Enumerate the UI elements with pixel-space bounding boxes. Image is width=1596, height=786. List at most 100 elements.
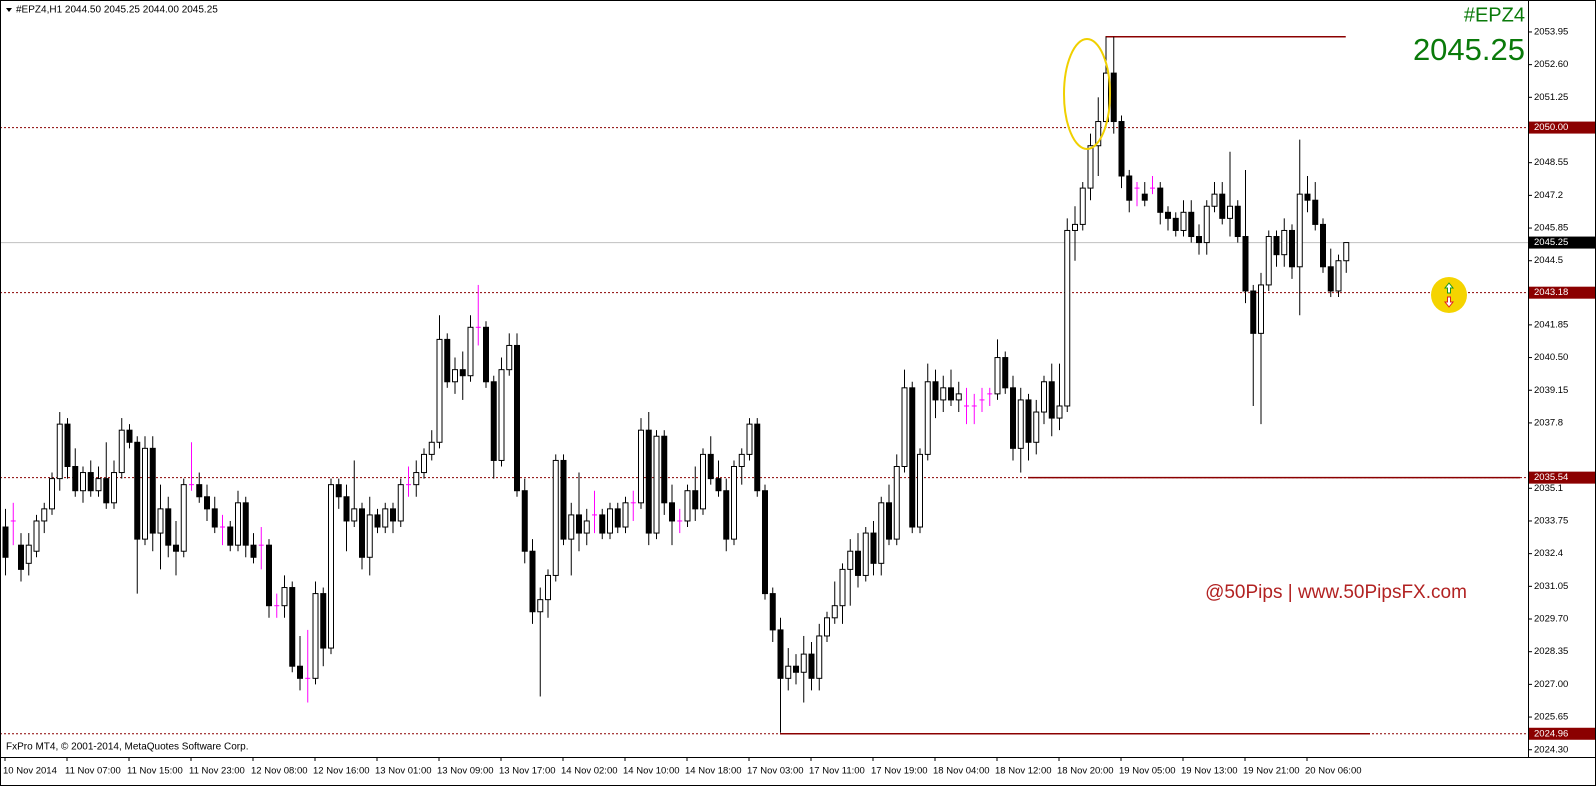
- y-tick-label: 2037.8: [1534, 417, 1563, 428]
- candle-body: [250, 544, 257, 558]
- x-tick-label: 17 Nov 03:00: [747, 766, 804, 777]
- candle-body: [1320, 223, 1326, 268]
- candle-body: [917, 453, 923, 528]
- candle-body: [312, 593, 319, 679]
- candle-body: [204, 496, 210, 510]
- candle-body: [436, 338, 443, 443]
- candle-body: [839, 568, 846, 607]
- price-box-label: 2050.00: [1534, 122, 1568, 133]
- price-box-label: 2045.25: [1534, 237, 1568, 248]
- candle-body: [932, 381, 939, 401]
- candle-body: [893, 465, 900, 540]
- candle-body: [1203, 205, 1210, 244]
- candle-body: [847, 550, 854, 570]
- candle-body: [638, 429, 644, 504]
- candle-body: [382, 508, 389, 528]
- candle-body: [1072, 223, 1078, 231]
- levels-layer: [0, 36, 1528, 735]
- candle-body: [514, 344, 520, 492]
- price-box: [1529, 236, 1595, 249]
- candle-body: [366, 514, 373, 558]
- candle-body: [738, 453, 745, 467]
- candle-body: [1056, 405, 1063, 419]
- candle-body: [2, 526, 9, 558]
- candle-body: [41, 508, 48, 522]
- x-tick-label: 12 Nov 16:00: [313, 766, 370, 777]
- candle-body: [1172, 217, 1179, 231]
- chart-title: #EPZ4,H1 2044.50 2045.25 2044.00 2045.25: [16, 5, 218, 16]
- copyright: FxPro MT4, © 2001-2014, MetaQuotes Softw…: [6, 742, 248, 753]
- x-tick-label: 13 Nov 17:00: [499, 766, 556, 777]
- candle-body: [1165, 211, 1171, 219]
- candle-body: [924, 381, 931, 455]
- candle-body: [1095, 121, 1102, 147]
- candle-body: [498, 369, 505, 461]
- candle-body: [948, 387, 954, 401]
- candle-body: [351, 508, 358, 522]
- candle-body: [529, 550, 536, 613]
- candle-body: [103, 478, 110, 504]
- candle-body: [196, 484, 203, 498]
- candle-body: [343, 496, 350, 522]
- last-price: 2045.25: [1413, 32, 1525, 67]
- candle-body: [793, 665, 799, 673]
- candle-body: [49, 478, 55, 510]
- candle-body: [467, 326, 474, 377]
- candle-body: [118, 429, 125, 474]
- candle-body: [746, 423, 753, 455]
- candle-body: [18, 544, 24, 570]
- candle-body: [599, 514, 606, 534]
- highlight-ellipse: [1063, 38, 1111, 150]
- y-tick-label: 2048.55: [1534, 157, 1568, 168]
- candle-body: [1227, 205, 1233, 219]
- candle-body: [1141, 193, 1148, 201]
- candle-body: [855, 550, 861, 576]
- x-tick-label: 19 Nov 13:00: [1181, 766, 1238, 777]
- candle-body: [374, 514, 381, 528]
- candle-body: [1087, 145, 1094, 189]
- candle-body: [568, 514, 575, 540]
- candle-body: [297, 665, 303, 679]
- candle-body: [444, 338, 451, 383]
- candle-body: [1033, 411, 1040, 443]
- candle-body: [1079, 187, 1086, 225]
- x-tick-label: 13 Nov 01:00: [375, 766, 432, 777]
- candle-body: [1110, 72, 1117, 123]
- y-tick-label: 2033.75: [1534, 515, 1568, 526]
- x-tick-label: 14 Nov 10:00: [623, 766, 680, 777]
- candle-body: [521, 490, 528, 552]
- candle-body: [800, 653, 807, 673]
- price-box: [1529, 286, 1595, 299]
- candle-body: [1258, 284, 1264, 334]
- candle-body: [25, 544, 32, 564]
- candle-body: [1289, 229, 1295, 268]
- price-box-label: 2043.18: [1534, 287, 1568, 298]
- candle-body: [173, 544, 179, 552]
- candle-body: [397, 484, 404, 522]
- price-box-label: 2035.54: [1534, 472, 1568, 483]
- candle-body: [1250, 290, 1257, 334]
- candle-body: [134, 441, 141, 540]
- candle-body: [266, 544, 272, 607]
- candle-body: [1118, 121, 1125, 177]
- candle-body: [142, 447, 148, 540]
- candle-body: [227, 526, 234, 546]
- candle-body: [576, 514, 582, 534]
- candle-body: [994, 357, 1001, 395]
- x-tick-label: 17 Nov 19:00: [871, 766, 928, 777]
- y-tick-label: 2027.00: [1534, 679, 1568, 690]
- candle-body: [413, 472, 420, 486]
- candle-body: [72, 465, 79, 492]
- candle-body: [583, 520, 590, 534]
- candle-body: [1048, 381, 1055, 419]
- candle-body: [831, 605, 838, 619]
- candle-body: [126, 429, 133, 443]
- candle-body: [459, 369, 466, 377]
- x-tick-label: 12 Nov 08:00: [251, 766, 308, 777]
- candle-body: [483, 326, 489, 383]
- candle-body: [1304, 193, 1311, 201]
- x-tick-label: 14 Nov 18:00: [685, 766, 742, 777]
- candle-body: [64, 423, 71, 467]
- candle-body: [95, 478, 102, 492]
